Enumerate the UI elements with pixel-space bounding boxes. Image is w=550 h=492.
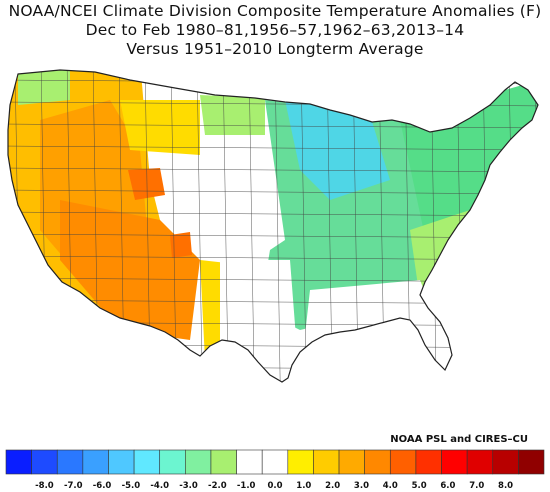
title-line-2: Dec to Feb 1980–81,1956–57,1962–63,2013–… bbox=[85, 21, 465, 39]
colorbar-cell bbox=[5, 449, 32, 475]
colorbar-tick-label: 3.0 bbox=[354, 481, 369, 491]
division-line bbox=[8, 211, 538, 217]
colorbar-cell bbox=[56, 449, 84, 475]
title-line-3: Versus 1951–2010 Longterm Average bbox=[126, 40, 424, 58]
colorbar-tick-label: -1.0 bbox=[237, 481, 256, 491]
map-titles: NOAA/NCEI Climate Division Composite Tem… bbox=[0, 2, 550, 59]
division-line bbox=[0, 410, 550, 414]
title-line-1: NOAA/NCEI Climate Division Composite Tem… bbox=[8, 2, 542, 20]
colorbar-cell bbox=[389, 449, 417, 475]
colorbar-tick-label: -3.0 bbox=[179, 481, 198, 491]
colorbar-cell bbox=[364, 449, 391, 475]
region-great-lakes-cold bbox=[285, 100, 390, 200]
colorbar-cell bbox=[108, 449, 135, 475]
region-idaho-hot bbox=[128, 168, 165, 200]
colorbar-cell bbox=[185, 449, 212, 475]
colorbar-cell bbox=[518, 449, 545, 475]
region-nd-green bbox=[200, 95, 265, 135]
region-colorado-hot bbox=[170, 232, 192, 258]
division-line bbox=[456, 70, 464, 382]
colorbar-tick-label: 4.0 bbox=[383, 481, 398, 491]
division-line bbox=[8, 123, 538, 129]
colorbar-cell bbox=[82, 449, 109, 475]
division-line bbox=[8, 189, 538, 195]
colorbar-tick-label: 1.0 bbox=[296, 481, 311, 491]
colorbar-tick-label: -5.0 bbox=[122, 481, 141, 491]
colorbar-cell bbox=[236, 449, 263, 475]
data-credit: NOAA PSL and CIRES–CU bbox=[390, 434, 528, 445]
colorbar-tick-label: 5.0 bbox=[412, 481, 427, 491]
division-line bbox=[274, 70, 282, 382]
region-montana-mild bbox=[120, 100, 200, 155]
region-plains-neutral bbox=[200, 140, 285, 255]
colorbar-tick-label: -6.0 bbox=[93, 481, 112, 491]
colorbar-cell bbox=[466, 449, 494, 475]
colorbar-cell bbox=[287, 449, 314, 475]
colorbar-tick-label: 8.0 bbox=[498, 481, 513, 491]
colorbar-cell bbox=[133, 449, 161, 475]
colorbar-cell bbox=[338, 449, 365, 475]
division-line bbox=[8, 167, 538, 173]
colorbar-tick-label: 7.0 bbox=[469, 481, 484, 491]
region-southeast-neutral bbox=[300, 280, 460, 380]
colorbar-cell bbox=[210, 449, 237, 475]
colorbar-cell bbox=[441, 449, 468, 475]
colorbar-tick-label: 2.0 bbox=[325, 481, 340, 491]
colorbar-cell bbox=[31, 449, 58, 475]
colorbar-cell bbox=[313, 449, 340, 475]
region-nw-green bbox=[18, 70, 70, 105]
colorbar-cell bbox=[261, 449, 289, 475]
colorbar-tick-label: -7.0 bbox=[64, 481, 83, 491]
colorbar-cell bbox=[159, 449, 186, 475]
division-line bbox=[534, 70, 538, 382]
us-climate-division-map bbox=[0, 69, 550, 414]
colorbar-tick-label: -4.0 bbox=[150, 481, 169, 491]
colorbar-tick-label: 6.0 bbox=[440, 481, 455, 491]
colorbar-tick-label: -8.0 bbox=[35, 481, 54, 491]
colorbar-legend: -8.0 -7.0 -6.0 -5.0 -4.0 -3.0 -2.0 -1.0 0.0 1.0 2.… bbox=[5, 449, 545, 491]
colorbar-cell bbox=[492, 449, 519, 475]
colorbar-cell bbox=[415, 449, 442, 475]
colorbar-tick-label: 0.0 bbox=[267, 481, 282, 491]
division-line bbox=[8, 145, 538, 151]
division-line bbox=[0, 388, 550, 392]
colorbar-tick-label: -2.0 bbox=[208, 481, 227, 491]
